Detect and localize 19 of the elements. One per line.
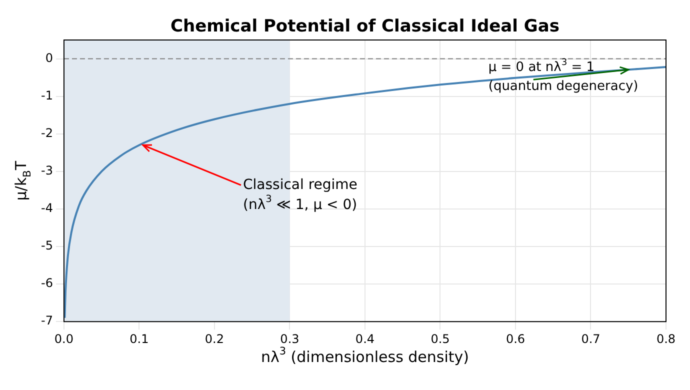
- x-tick-label: 0.0: [54, 332, 74, 346]
- x-tick-label: 0.6: [506, 332, 526, 346]
- x-tick-label: 0.3: [280, 332, 300, 346]
- x-tick-label: 0.2: [204, 332, 224, 346]
- y-axis-title: μ/kBT: [12, 160, 34, 201]
- x-tick-label: 0.5: [430, 332, 450, 346]
- x-tick-label: 0.1: [130, 332, 149, 346]
- y-tick-label: -7: [40, 314, 53, 328]
- y-tick-label: -4: [40, 201, 53, 216]
- y-tick-label: -6: [40, 276, 53, 290]
- y-tick-label: -1: [40, 88, 53, 102]
- y-tick-label: -5: [40, 238, 53, 253]
- x-tick-label: 0.8: [656, 332, 676, 346]
- y-tick-label: 0: [45, 50, 53, 65]
- y-tick-label: -3: [40, 164, 53, 178]
- chart-title: Chemical Potential of Classical Ideal Gas: [170, 16, 560, 36]
- x-tick-label: 0.7: [581, 332, 600, 346]
- y-tick-label: -2: [40, 126, 53, 140]
- x-tick-label: 0.4: [355, 332, 375, 346]
